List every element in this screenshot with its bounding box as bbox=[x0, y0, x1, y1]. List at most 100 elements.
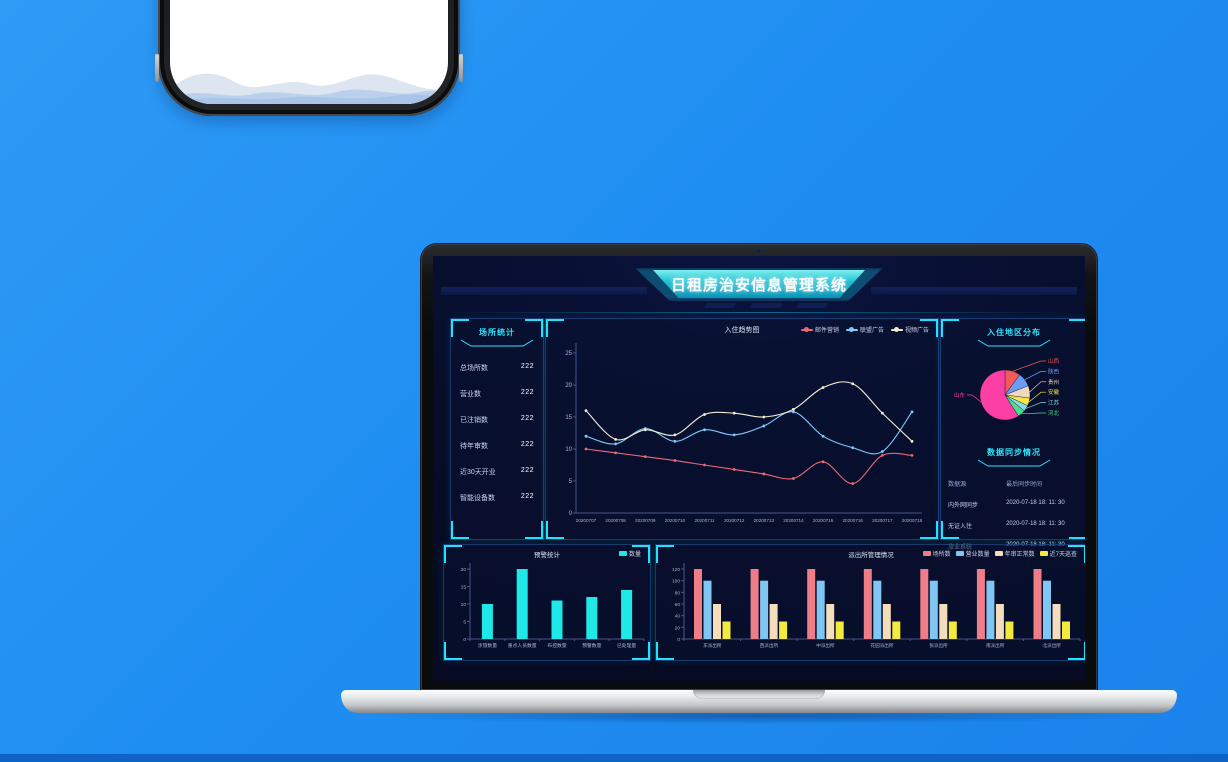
stat-label: 已注销数 bbox=[460, 417, 488, 424]
phone-screen bbox=[170, 0, 448, 104]
laptop-screen: 日租房治安信息管理系统 场所统计 总场所数 222 营业数 222 已注销数 222 待年审… bbox=[421, 244, 1097, 690]
dashboard: 日租房治安信息管理系统 场所统计 总场所数 222 营业数 222 已注销数 222 待年审… bbox=[433, 256, 1085, 682]
sync-table: 数据源 最后同步时间 内外网同步 2020-07-18 18: 11: 30 无证入住 2… bbox=[941, 479, 1085, 551]
warning-bar-chart: 0 5 10 15 20 涉旅数量 重点人员数量 布控数量 预警数量 已处理量 bbox=[461, 563, 645, 649]
svg-text:15: 15 bbox=[461, 585, 467, 591]
legend-marker bbox=[618, 551, 627, 556]
stat-value: 222 bbox=[520, 493, 534, 500]
station-bar-chart: 0 20 40 60 80 100 120 东派出所 西派出所 中派出所 花园派出所 张派出所 南派出所… bbox=[672, 563, 1081, 649]
svg-text:20: 20 bbox=[565, 383, 572, 389]
legend-label: 场所数 bbox=[932, 552, 951, 558]
svg-text:5: 5 bbox=[463, 620, 466, 626]
svg-text:20: 20 bbox=[675, 625, 681, 631]
stat-value: 222 bbox=[520, 363, 534, 370]
laptop-base bbox=[341, 690, 1177, 713]
title-underline-decoration bbox=[977, 339, 1051, 347]
legend-label: 营业数量 bbox=[965, 552, 990, 558]
trend-line-chart: 0 5 10 15 20 25 20200707 20200708 20200709 202007… bbox=[565, 343, 923, 523]
trend-legend[interactable]: 邮件营销 联盟广告 视频广告 bbox=[800, 325, 929, 334]
stat-value: 222 bbox=[520, 467, 534, 474]
stat-row: 智能设备数 222 bbox=[451, 493, 543, 503]
svg-text:贵州: 贵州 bbox=[1048, 378, 1059, 386]
legend-item[interactable]: 营业数量 bbox=[955, 549, 990, 558]
legend-label: 联盟广告 bbox=[859, 328, 884, 334]
svg-text:重点人员数量: 重点人员数量 bbox=[508, 642, 537, 649]
stat-label: 总场所数 bbox=[460, 365, 488, 372]
warning-legend[interactable]: 数量 bbox=[618, 549, 641, 558]
header-bar-right bbox=[871, 287, 1077, 295]
legend-label: 近7天巡查 bbox=[1049, 552, 1077, 558]
station-legend[interactable]: 场所数 营业数量 年审正常数 近7天巡查 bbox=[922, 549, 1077, 558]
svg-text:20200717: 20200717 bbox=[872, 518, 893, 523]
sync-time: 2020-07-18 18: 11: 30 bbox=[1006, 500, 1065, 506]
header-tab bbox=[795, 303, 829, 308]
svg-text:安徽: 安徽 bbox=[1048, 388, 1060, 396]
panel-region-and-sync: 入住地区分布 山西 陕西 贵州 安徽 江苏 河北 山东 数据同步情况 数据源 最后同步时间 内外… bbox=[940, 318, 1085, 551]
svg-text:20200712: 20200712 bbox=[724, 518, 745, 523]
sync-header-row: 数据源 最后同步时间 bbox=[948, 482, 1043, 488]
legend-item[interactable]: 场所数 bbox=[922, 549, 951, 558]
svg-text:20200718: 20200718 bbox=[902, 518, 923, 523]
legend-item[interactable]: 近7天巡查 bbox=[1039, 549, 1077, 558]
svg-text:20200715: 20200715 bbox=[813, 518, 834, 523]
svg-text:80: 80 bbox=[675, 590, 681, 596]
svg-text:涉旅数量: 涉旅数量 bbox=[478, 642, 497, 649]
stat-row: 近30天开业 222 bbox=[451, 467, 543, 477]
webcam-dot bbox=[757, 249, 761, 253]
svg-text:河北: 河北 bbox=[1048, 409, 1060, 417]
svg-text:10: 10 bbox=[565, 447, 572, 453]
stat-value: 222 bbox=[520, 441, 534, 448]
svg-text:西派出所: 西派出所 bbox=[760, 642, 779, 649]
stat-label: 智能设备数 bbox=[460, 495, 495, 502]
svg-text:60: 60 bbox=[675, 602, 681, 608]
svg-text:120: 120 bbox=[672, 567, 680, 573]
sync-source: 无证入住 bbox=[948, 524, 973, 530]
legend-item[interactable]: 联盟广告 bbox=[845, 325, 884, 334]
legend-item[interactable]: 数量 bbox=[618, 549, 641, 558]
sync-row: 无证入住 2020-07-18 18: 11: 30 bbox=[948, 521, 1080, 530]
svg-text:北派出所: 北派出所 bbox=[1043, 642, 1062, 649]
svg-text:预警数量: 预警数量 bbox=[582, 642, 601, 649]
stat-value: 222 bbox=[520, 389, 534, 396]
legend-marker bbox=[922, 551, 931, 556]
svg-text:20200710: 20200710 bbox=[665, 518, 686, 523]
sync-row: 内外网同步 2020-07-18 18: 11: 30 bbox=[948, 500, 1080, 509]
svg-text:山东: 山东 bbox=[954, 391, 966, 399]
svg-text:10: 10 bbox=[461, 602, 467, 608]
legend-marker bbox=[890, 327, 903, 332]
panel-title: 入住地区分布 bbox=[987, 328, 1041, 337]
legend-item[interactable]: 邮件营销 bbox=[800, 325, 839, 334]
svg-text:40: 40 bbox=[675, 614, 681, 620]
header-tab bbox=[703, 303, 737, 308]
stat-row: 已注销数 222 bbox=[451, 415, 543, 425]
svg-text:布控数量: 布控数量 bbox=[547, 642, 566, 649]
header-tab bbox=[749, 303, 783, 308]
trackpad-notch bbox=[693, 690, 825, 699]
chart-title: 预警统计 bbox=[534, 552, 560, 559]
legend-marker bbox=[994, 551, 1003, 556]
svg-text:20200714: 20200714 bbox=[783, 518, 804, 523]
svg-text:0: 0 bbox=[569, 511, 573, 517]
phone-mockup bbox=[155, 0, 463, 116]
header-divider bbox=[443, 312, 1075, 313]
legend-item[interactable]: 视频广告 bbox=[890, 325, 929, 334]
panel-title: 场所统计 bbox=[479, 328, 515, 337]
phone-side-button bbox=[459, 54, 463, 82]
legend-marker bbox=[845, 327, 858, 332]
svg-text:0: 0 bbox=[677, 637, 680, 643]
stat-label: 待年审数 bbox=[460, 443, 488, 450]
legend-marker bbox=[800, 327, 813, 332]
floor-strip bbox=[0, 754, 1228, 762]
panel-place-stats: 场所统计 总场所数 222 营业数 222 已注销数 222 待年审数 222 近30天开业 22… bbox=[450, 318, 544, 540]
svg-text:已处理量: 已处理量 bbox=[617, 642, 636, 649]
panel-station-management: 派出所管理情况 场所数 营业数量 年审正常数 近7天巡查 0 20 40 60 80 100 12… bbox=[655, 544, 1085, 661]
sync-source: 内外网同步 bbox=[948, 503, 979, 509]
svg-text:0: 0 bbox=[463, 637, 466, 643]
title-underline-decoration bbox=[460, 339, 534, 347]
svg-text:100: 100 bbox=[672, 579, 680, 585]
svg-text:花园派出所: 花园派出所 bbox=[871, 642, 894, 649]
svg-text:南派出所: 南派出所 bbox=[986, 642, 1005, 649]
legend-item[interactable]: 年审正常数 bbox=[994, 549, 1035, 558]
